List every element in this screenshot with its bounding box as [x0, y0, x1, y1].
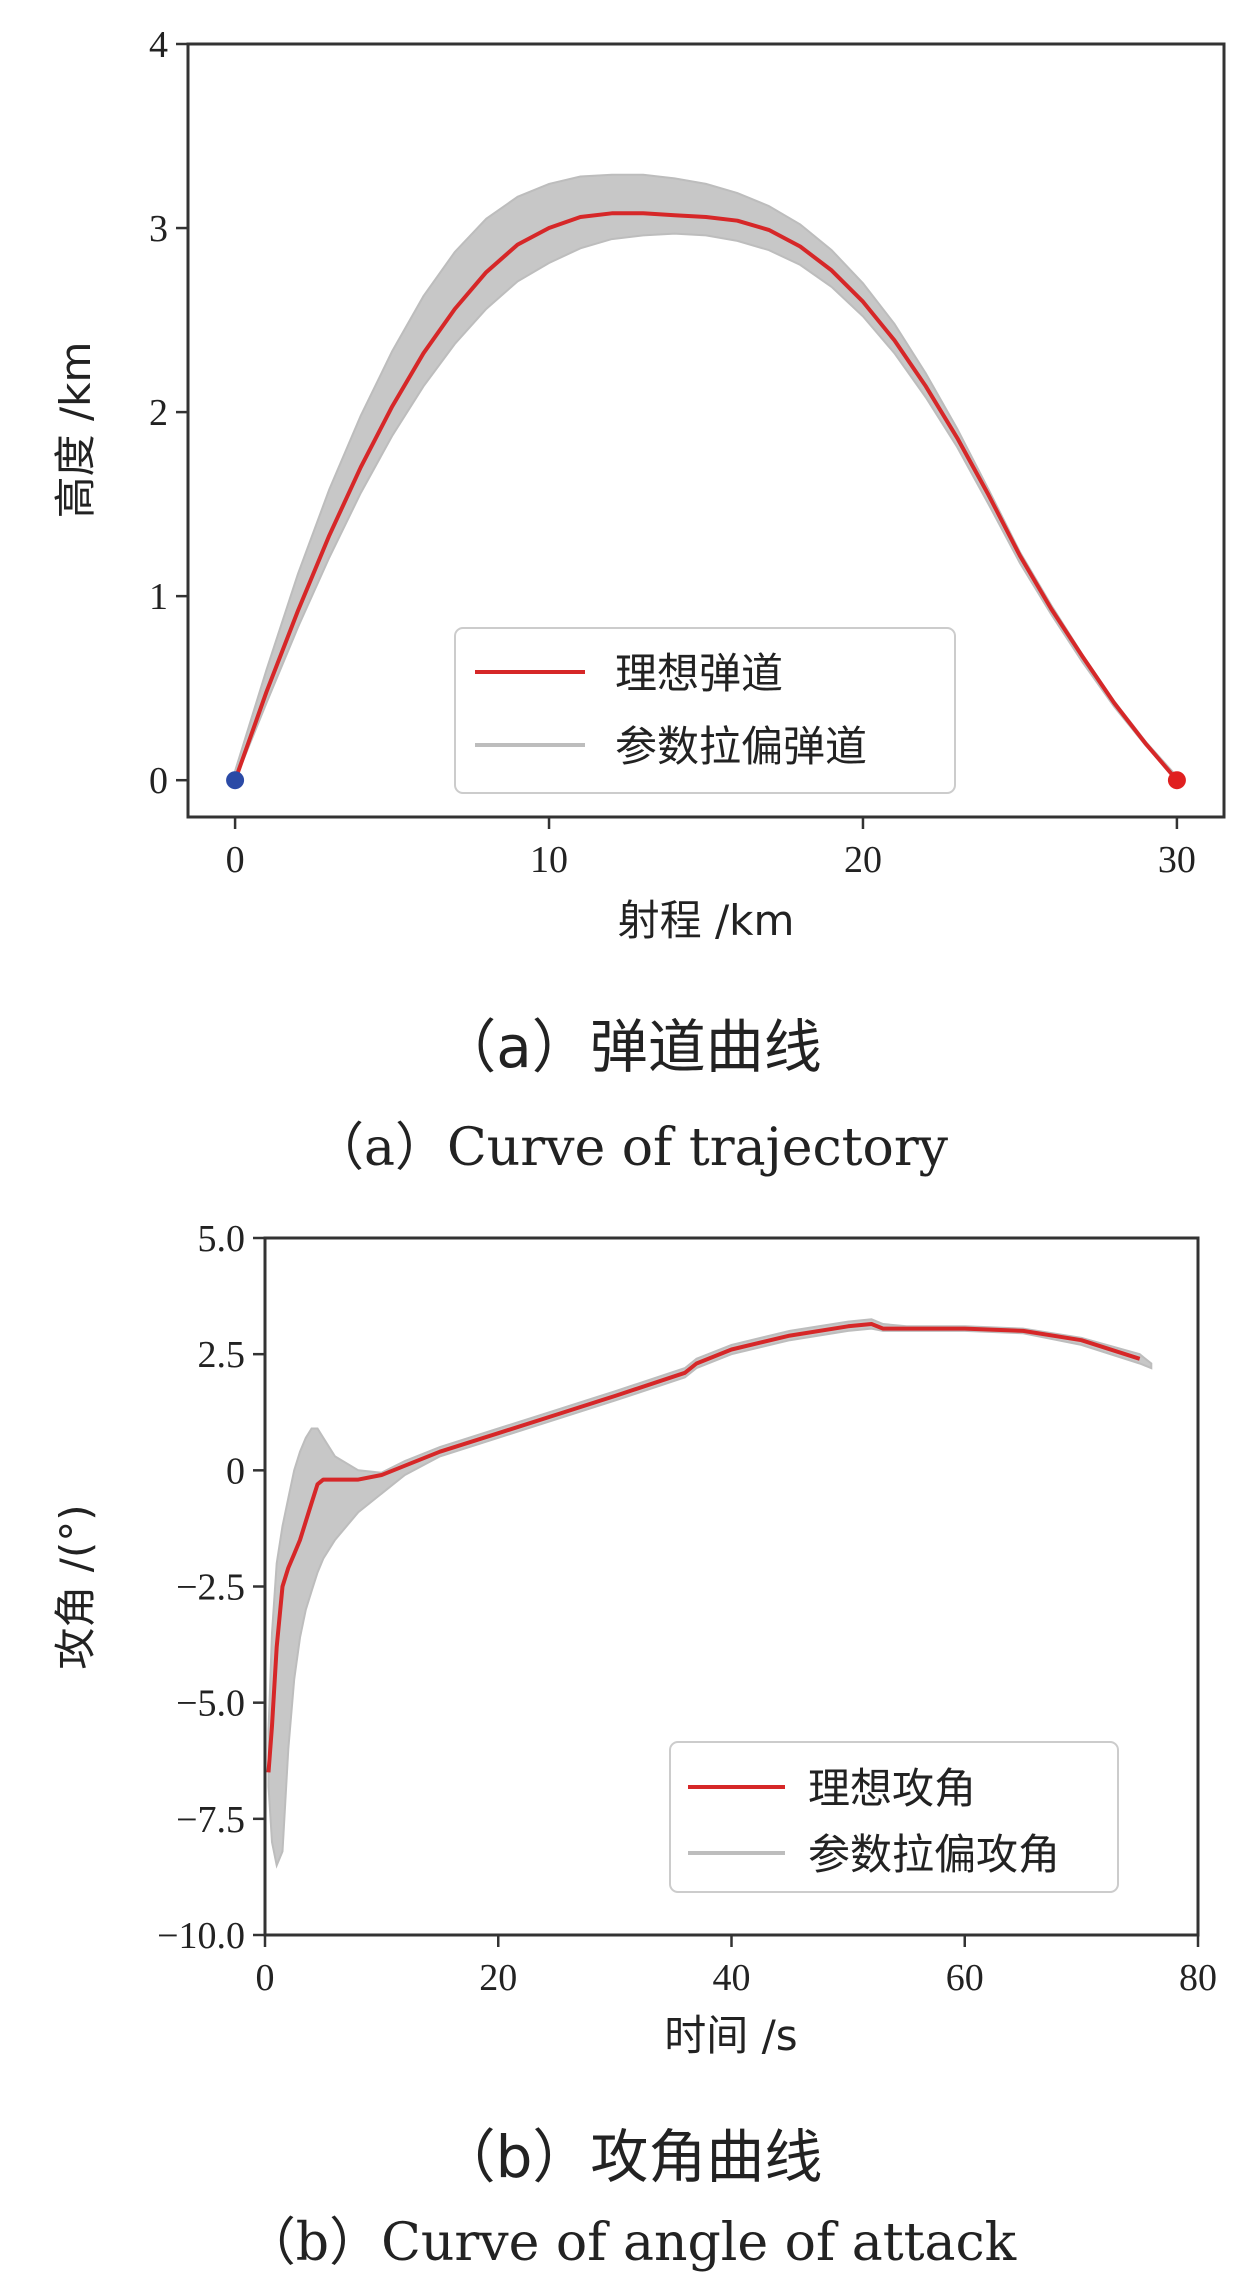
legend-b: 理想攻角 参数拉偏攻角	[669, 1741, 1119, 1893]
aoa-ticks: 0 20 40 60 80 −10.0 −7.5 −5.0 −2.5 0 2.5 5.0	[157, 1218, 1217, 1999]
y-tick-label: 5.0	[198, 1218, 246, 1260]
caption-a-english: （a）Curve of trajectory	[311, 1118, 949, 1178]
endpoint-marker-1	[1167, 771, 1186, 790]
x-tick-label: 40	[713, 1957, 751, 1999]
y-tick-label: −10.0	[157, 1915, 245, 1957]
x-tick-label: 60	[946, 1957, 984, 1999]
x-tick-label: 10	[530, 839, 568, 881]
y-tick-label: −5.0	[176, 1683, 245, 1725]
legend-b-label-ideal: 理想攻角	[808, 1764, 976, 1813]
legend-a-frame	[454, 627, 956, 794]
ideal-line-0	[233, 211, 1179, 782]
y-tick-label: 0	[226, 1450, 245, 1492]
x-tick-label: 20	[479, 1957, 517, 1999]
trajectory-endpoint-markers	[226, 771, 1186, 790]
ideal-line-1	[266, 1322, 1141, 1773]
aoa-deviation-band	[267, 1318, 1153, 1869]
caption-a-chinese: （a）弹道曲线	[438, 1013, 822, 1081]
x-tick-label: 30	[1158, 839, 1196, 881]
y-tick-label: 2	[149, 392, 168, 434]
x-tick-label: 0	[256, 1957, 275, 1999]
legend-a-label-deviation: 参数拉偏弹道	[615, 722, 867, 771]
y-tick-label: 0	[149, 760, 168, 802]
x-tick-label: 80	[1179, 1957, 1217, 1999]
legend-a-label-ideal: 理想弹道	[615, 649, 783, 698]
y-axis-label-b: 攻角 /(°)	[51, 1504, 100, 1669]
x-axis-label-b: 时间 /s	[664, 2011, 797, 2060]
y-tick-label: 3	[149, 208, 168, 250]
x-axis-label-a: 射程 /km	[618, 896, 795, 945]
trajectory-ticks: 0 10 20 30 0 1 2 3 4	[149, 24, 1196, 881]
y-tick-label: 4	[149, 24, 168, 66]
plot-frame-a	[186, 42, 1226, 819]
x-tick-label: 20	[844, 839, 882, 881]
y-tick-label: 1	[149, 576, 168, 618]
y-axis-label-a: 高度 /km	[51, 342, 100, 519]
trajectory-ideal-line-group	[233, 211, 1179, 782]
x-tick-label: 0	[226, 839, 245, 881]
endpoint-marker-0	[226, 771, 245, 790]
deviation-band-1	[267, 1318, 1153, 1869]
trajectory-chart: 0 10 20 30 0 1 2 3 4 射程 /km 高度 /km 理想弹道 参数拉偏弹道	[51, 24, 1226, 945]
legend-a: 理想弹道 参数拉偏弹道	[454, 627, 956, 794]
y-tick-label: −7.5	[176, 1799, 245, 1841]
angle-of-attack-chart: 0 20 40 60 80−10.0−7.5−5.0−2.502.55.0 时间 /s …	[51, 1218, 1217, 2060]
legend-b-label-deviation: 参数拉偏攻角	[808, 1830, 1060, 1879]
aoa-ideal-line-group	[266, 1322, 1141, 1773]
caption-b-chinese: （b）攻角曲线	[437, 2123, 823, 2191]
y-tick-label: −2.5	[176, 1567, 245, 1609]
y-tick-label: 2.5	[198, 1334, 246, 1376]
caption-b-english: （b）Curve of angle of attack	[243, 2213, 1017, 2273]
